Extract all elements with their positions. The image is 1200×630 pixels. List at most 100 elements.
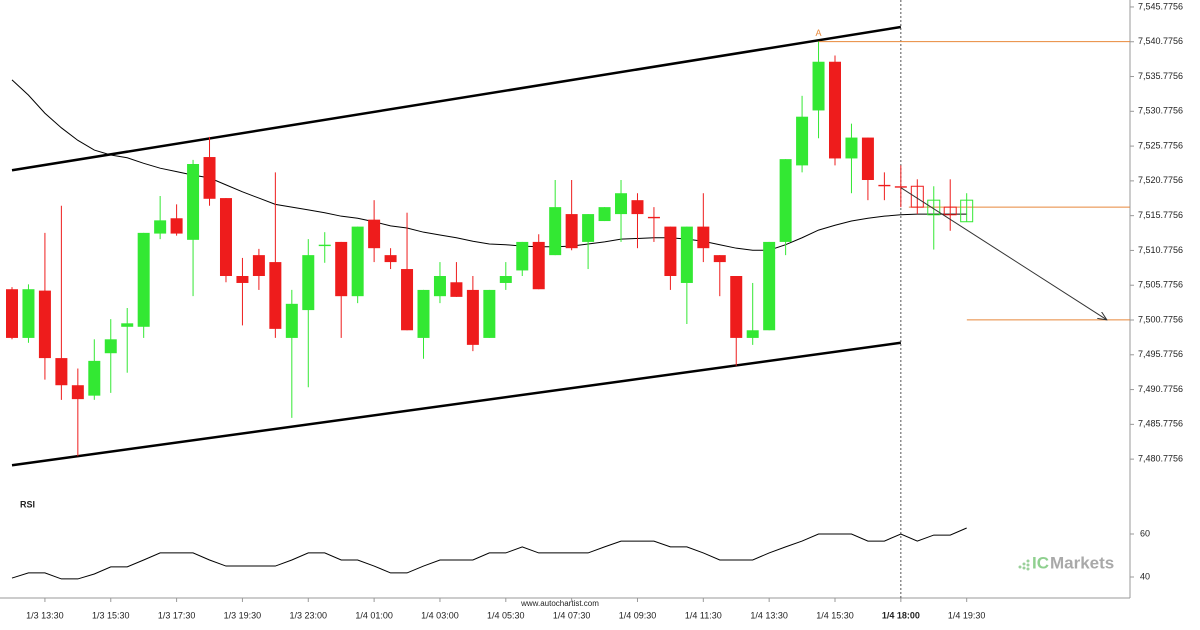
candle-body <box>285 303 298 338</box>
candle-body <box>170 218 183 234</box>
candle-body <box>187 164 200 240</box>
x-tick-label: 1/3 17:30 <box>158 610 196 620</box>
candle-body <box>433 276 446 297</box>
rsi-tick-label: 40 <box>1140 571 1150 581</box>
brand-icon <box>1018 559 1030 571</box>
x-tick-label: 1/3 13:30 <box>26 610 64 620</box>
candle-body <box>680 226 693 283</box>
candle-body <box>746 330 759 338</box>
candle-body <box>582 214 595 242</box>
brand-name: Markets <box>1050 553 1114 572</box>
candle-body <box>351 226 364 297</box>
candle-body <box>812 61 825 111</box>
candle-body <box>910 185 924 208</box>
candle-body <box>565 214 578 249</box>
x-tick-label: 1/3 15:30 <box>92 610 130 620</box>
channel-line <box>11 341 902 467</box>
candle-body <box>55 358 68 386</box>
y-tick-label: 7,545.7756 <box>1138 1 1183 11</box>
candle-body <box>121 323 134 327</box>
candle-body <box>302 255 315 311</box>
candle-body <box>335 241 348 297</box>
candle-body <box>384 255 397 263</box>
candle-body <box>960 199 974 223</box>
candle-body <box>219 198 232 277</box>
x-tick-label: 1/4 05:30 <box>487 610 525 620</box>
candle-body <box>878 184 891 187</box>
candle-body <box>104 339 117 354</box>
brand-prefix: IC <box>1032 553 1049 572</box>
candle-body <box>137 232 150 327</box>
candle-body <box>516 241 529 271</box>
x-tick-label: 1/3 19:30 <box>224 610 262 620</box>
candle-body <box>532 241 545 290</box>
candle-body <box>368 219 381 249</box>
candle-body <box>894 186 907 188</box>
x-tick-label: 1/4 11:30 <box>685 610 722 620</box>
candle-body <box>647 216 660 219</box>
candle-body <box>697 226 710 249</box>
candle-body <box>796 116 809 166</box>
x-tick-label: 1/4 13:30 <box>750 610 788 620</box>
x-tick-label: 1/4 09:30 <box>619 610 657 620</box>
candle-body <box>450 282 463 297</box>
x-tick-label: 1/4 19:30 <box>948 610 986 620</box>
y-tick-label: 7,510.7756 <box>1138 245 1183 255</box>
candle-body <box>845 137 858 159</box>
candle-body <box>6 289 18 338</box>
candle-body <box>943 206 957 216</box>
y-tick-label: 7,525.7756 <box>1138 140 1183 150</box>
candle-body <box>499 276 512 283</box>
y-tick-label: 7,480.7756 <box>1138 454 1183 464</box>
candle-body <box>664 226 677 277</box>
y-tick-label: 7,515.7756 <box>1138 210 1183 220</box>
candle-body <box>713 255 726 263</box>
rsi-label: RSI <box>20 499 35 509</box>
candle-body <box>22 289 35 338</box>
candle-body <box>203 157 216 199</box>
candle-body <box>730 276 743 338</box>
annotation: A <box>816 28 822 38</box>
y-tick-label: 7,500.7756 <box>1138 314 1183 324</box>
candle-body <box>483 289 496 338</box>
candle-body <box>549 207 562 256</box>
candle-body <box>401 269 414 331</box>
x-tick-label: 1/4 15:30 <box>816 610 854 620</box>
y-tick-label: 7,485.7756 <box>1138 419 1183 429</box>
candle-body <box>466 289 479 345</box>
x-tick-label: 1/3 23:00 <box>290 610 328 620</box>
forecast-arrow <box>900 187 1107 320</box>
y-tick-label: 7,520.7756 <box>1138 175 1183 185</box>
candle-body <box>88 360 101 396</box>
y-tick-label: 7,505.7756 <box>1138 280 1183 290</box>
x-tick-label: 1/4 03:00 <box>421 610 459 620</box>
channel-line <box>11 25 902 172</box>
candle-body <box>829 61 841 159</box>
y-tick-label: 7,495.7756 <box>1138 349 1183 359</box>
rsi-tick-label: 60 <box>1140 528 1150 538</box>
candle-body <box>763 241 776 331</box>
candle-body <box>38 290 51 359</box>
watermark: www.autochartist.com <box>520 599 599 608</box>
rsi-line <box>11 527 967 580</box>
candle-body <box>779 159 792 242</box>
candle-body <box>631 200 644 215</box>
candle-body <box>417 289 430 338</box>
candle-body <box>927 199 941 216</box>
candle-body <box>236 276 249 283</box>
y-tick-label: 7,540.7756 <box>1138 36 1183 46</box>
candle-body <box>154 220 167 234</box>
candle-body <box>71 385 84 400</box>
moving-average <box>11 79 967 251</box>
candle-body <box>861 137 874 181</box>
y-tick-label: 7,535.7756 <box>1138 71 1183 81</box>
x-tick-label: 1/4 01:00 <box>355 610 393 620</box>
candle-body <box>269 262 282 329</box>
x-tick-label: 1/4 18:00 <box>882 610 920 620</box>
candle-body <box>252 255 265 277</box>
x-tick-label: 1/4 07:30 <box>553 610 591 620</box>
candle-body <box>598 207 611 222</box>
y-tick-label: 7,530.7756 <box>1138 106 1183 116</box>
y-tick-label: 7,490.7756 <box>1138 384 1183 394</box>
